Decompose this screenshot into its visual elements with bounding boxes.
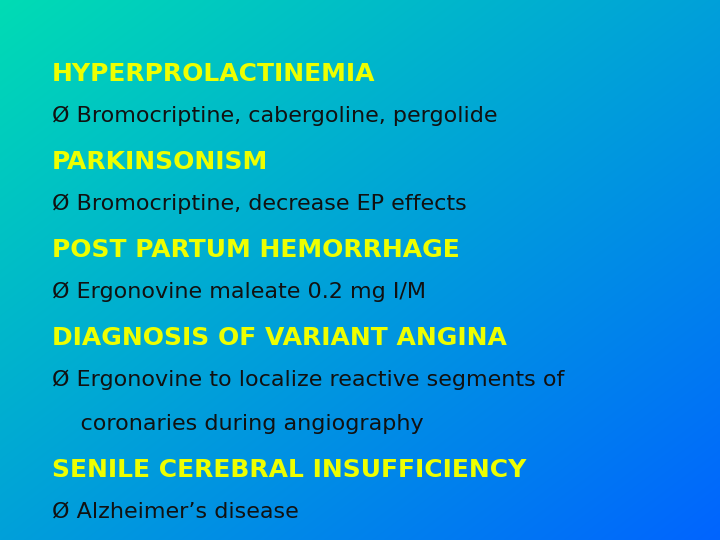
Text: DIAGNOSIS OF VARIANT ANGINA: DIAGNOSIS OF VARIANT ANGINA [52, 326, 507, 350]
Text: HYPERPROLACTINEMIA: HYPERPROLACTINEMIA [52, 62, 376, 86]
Text: Ø Ergonovine to localize reactive segments of: Ø Ergonovine to localize reactive segmen… [52, 370, 564, 390]
Text: POST PARTUM HEMORRHAGE: POST PARTUM HEMORRHAGE [52, 238, 460, 262]
Text: Ø Bromocriptine, decrease EP effects: Ø Bromocriptine, decrease EP effects [52, 194, 467, 214]
Text: coronaries during angiography: coronaries during angiography [52, 414, 423, 434]
Text: SENILE CEREBRAL INSUFFICIENCY: SENILE CEREBRAL INSUFFICIENCY [52, 458, 526, 482]
Text: Ø Bromocriptine, cabergoline, pergolide: Ø Bromocriptine, cabergoline, pergolide [52, 106, 498, 126]
Text: PARKINSONISM: PARKINSONISM [52, 150, 269, 174]
Text: Ø Alzheimer’s disease: Ø Alzheimer’s disease [52, 502, 299, 522]
Text: Ø Ergonovine maleate 0.2 mg I/M: Ø Ergonovine maleate 0.2 mg I/M [52, 282, 426, 302]
